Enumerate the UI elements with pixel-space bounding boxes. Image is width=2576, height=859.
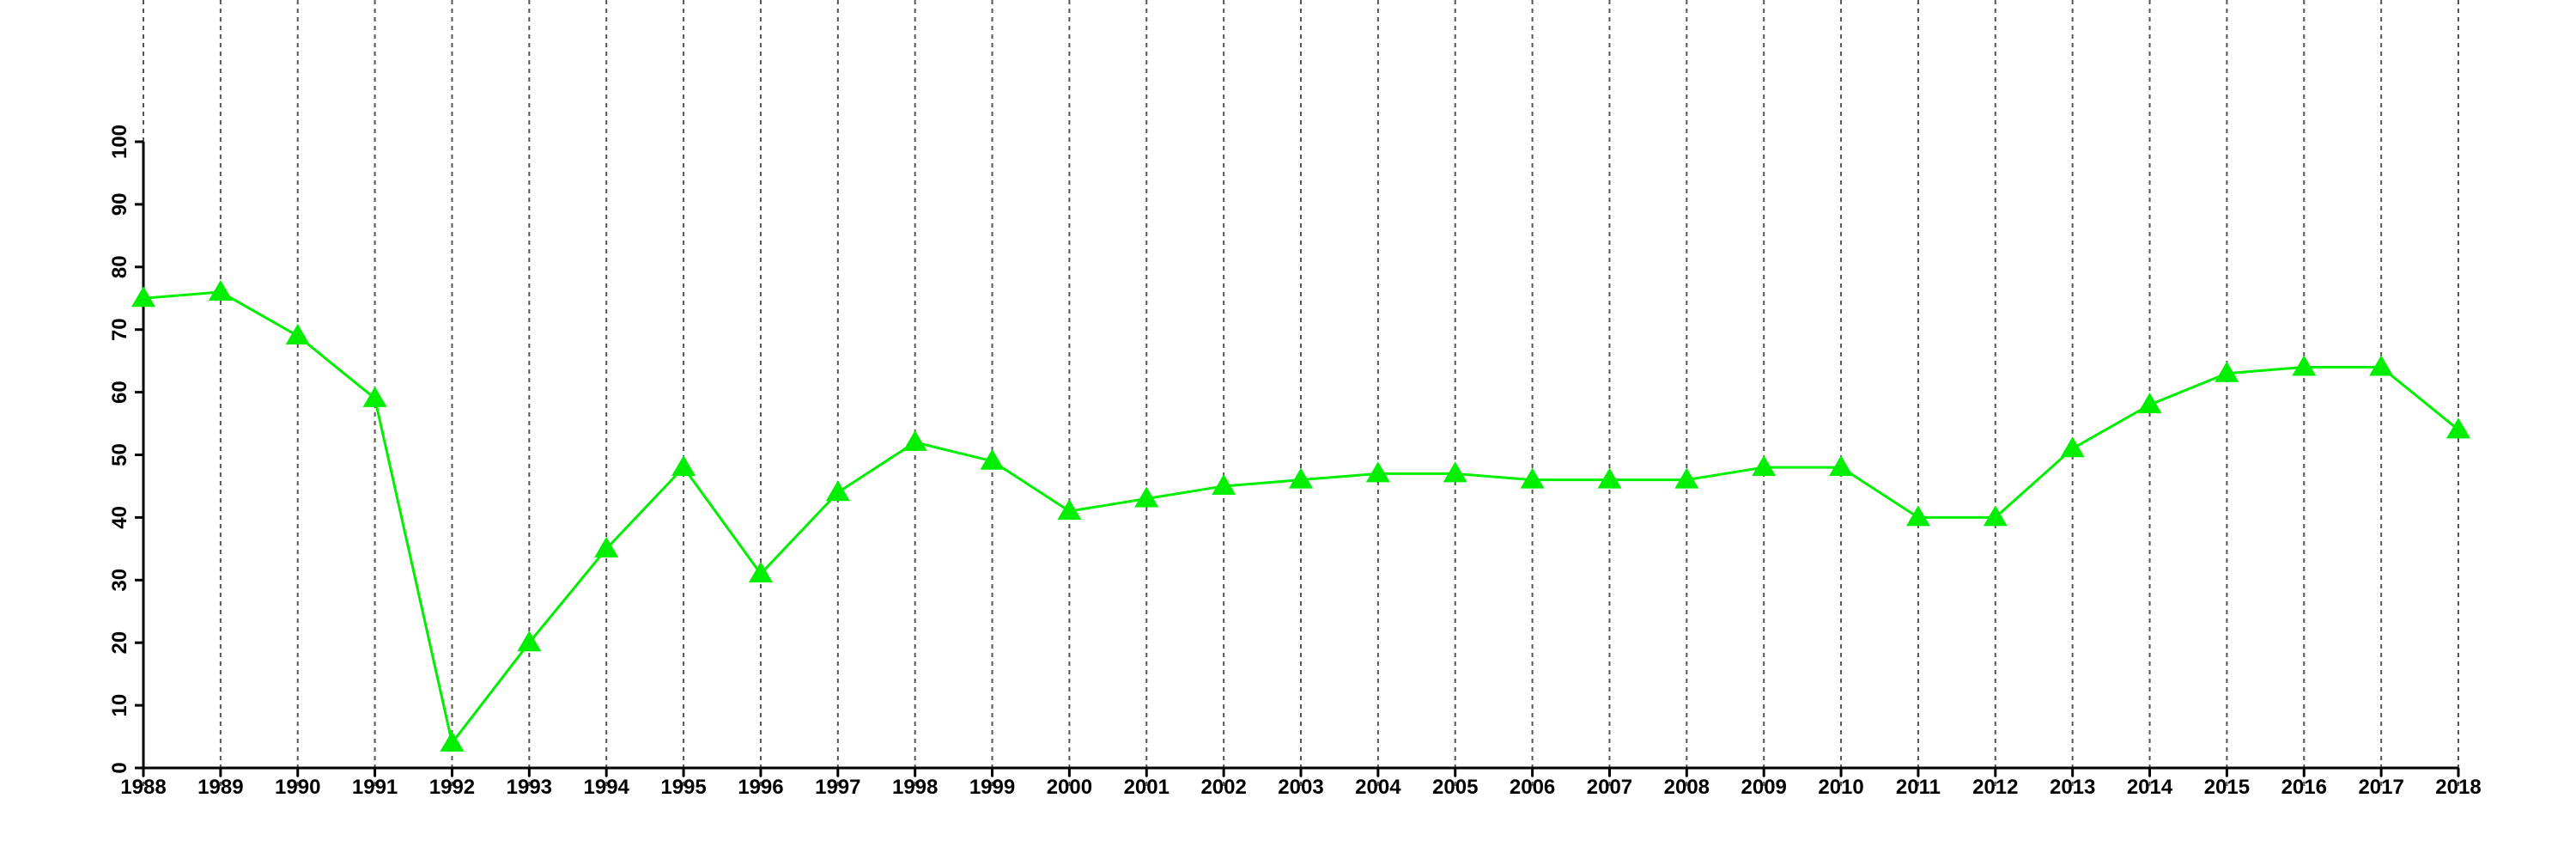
x-tick-label: 1998 bbox=[892, 776, 938, 799]
x-tick-label: 2002 bbox=[1200, 776, 1246, 799]
data-point-triangle bbox=[2215, 361, 2239, 382]
data-point-triangle bbox=[362, 386, 387, 407]
y-tick-label: 10 bbox=[108, 694, 131, 717]
data-point-triangle bbox=[1905, 505, 1930, 527]
x-tick-label: 2012 bbox=[1972, 776, 2018, 799]
data-point-triangle bbox=[825, 480, 850, 502]
x-tick-label: 2013 bbox=[2050, 776, 2095, 799]
data-point-triangle bbox=[1520, 467, 1545, 489]
data-point-triangle bbox=[594, 536, 619, 557]
y-tick-label: 50 bbox=[108, 443, 131, 466]
data-point-triangle bbox=[1597, 467, 1622, 489]
data-point-triangle bbox=[208, 279, 233, 301]
y-tick-label: 60 bbox=[108, 381, 131, 404]
data-point-triangle bbox=[2137, 393, 2162, 414]
x-tick-label: 1993 bbox=[507, 776, 552, 799]
data-point-triangle bbox=[2369, 355, 2394, 376]
data-point-triangle bbox=[131, 286, 155, 308]
x-tick-label: 2015 bbox=[2204, 776, 2250, 799]
data-point-triangle bbox=[1212, 473, 1236, 495]
data-point-triangle bbox=[1443, 461, 1467, 483]
x-tick-label: 1990 bbox=[275, 776, 320, 799]
x-tick-label: 2007 bbox=[1587, 776, 1632, 799]
y-tick-label: 70 bbox=[108, 318, 131, 341]
x-tick-label: 1991 bbox=[352, 776, 398, 799]
x-tick-label: 1999 bbox=[969, 776, 1015, 799]
data-point-triangle bbox=[1289, 467, 1313, 489]
x-tick-label: 2009 bbox=[1741, 776, 1787, 799]
data-point-triangle bbox=[1134, 486, 1159, 508]
data-point-triangle bbox=[1057, 499, 1082, 521]
x-tick-label: 2001 bbox=[1124, 776, 1170, 799]
data-point-triangle bbox=[1365, 461, 1390, 483]
data-point-triangle bbox=[2292, 355, 2317, 376]
x-tick-label: 2010 bbox=[1818, 776, 1863, 799]
y-tick-label: 100 bbox=[108, 125, 131, 159]
data-point-triangle bbox=[285, 323, 310, 344]
data-point-triangle bbox=[440, 730, 465, 752]
x-tick-label: 1994 bbox=[584, 776, 630, 799]
x-tick-label: 2000 bbox=[1047, 776, 1092, 799]
data-point-triangle bbox=[1674, 467, 1699, 489]
data-point-triangle bbox=[517, 631, 542, 652]
x-tick-label: 2006 bbox=[1510, 776, 1555, 799]
x-tick-label: 2003 bbox=[1278, 776, 1323, 799]
y-tick-label: 0 bbox=[108, 762, 131, 773]
x-tick-label: 2004 bbox=[1355, 776, 1401, 799]
data-point-triangle bbox=[671, 455, 696, 477]
data-point-triangle bbox=[902, 430, 927, 451]
x-tick-label: 1997 bbox=[815, 776, 860, 799]
y-tick-label: 80 bbox=[108, 255, 131, 278]
x-tick-label: 1996 bbox=[738, 776, 783, 799]
y-tick-label: 40 bbox=[108, 506, 131, 529]
data-point-triangle bbox=[2060, 436, 2085, 458]
x-tick-label: 1988 bbox=[120, 776, 166, 799]
y-tick-label: 30 bbox=[108, 569, 131, 592]
y-tick-label: 20 bbox=[108, 631, 131, 655]
x-tick-label: 2016 bbox=[2281, 776, 2327, 799]
y-tick-label: 90 bbox=[108, 193, 131, 216]
x-tick-label: 1989 bbox=[197, 776, 243, 799]
data-point-triangle bbox=[1752, 455, 1777, 477]
x-tick-label: 2008 bbox=[1664, 776, 1710, 799]
x-tick-label: 1995 bbox=[660, 776, 706, 799]
x-tick-label: 2014 bbox=[2127, 776, 2173, 799]
data-point-triangle bbox=[1983, 505, 2008, 527]
x-tick-label: 1992 bbox=[429, 776, 475, 799]
x-tick-label: 2018 bbox=[2435, 776, 2481, 799]
x-tick-label: 2005 bbox=[1432, 776, 1478, 799]
data-point-triangle bbox=[2446, 417, 2470, 439]
data-point-triangle bbox=[1829, 455, 1854, 477]
x-tick-label: 2017 bbox=[2358, 776, 2403, 799]
data-point-triangle bbox=[748, 562, 773, 583]
x-tick-label: 2011 bbox=[1896, 776, 1941, 799]
data-point-triangle bbox=[980, 448, 1005, 470]
